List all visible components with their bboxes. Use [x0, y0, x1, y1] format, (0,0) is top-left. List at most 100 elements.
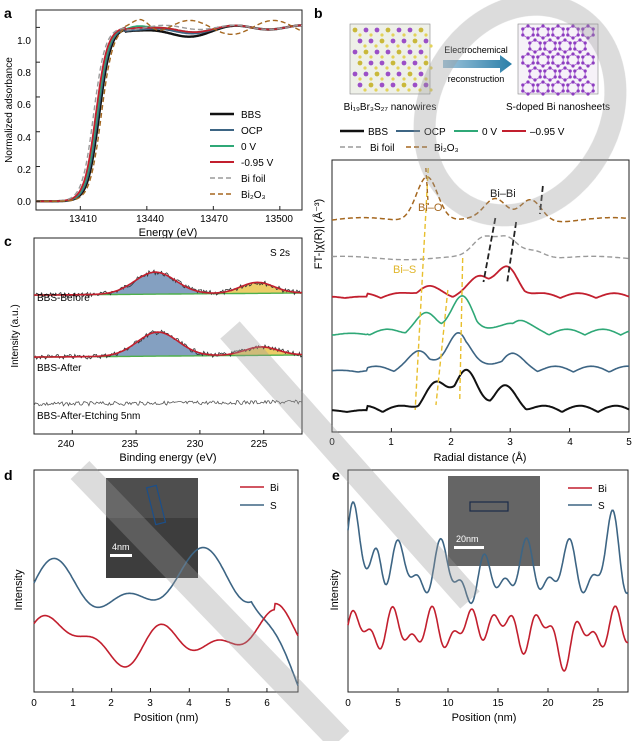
- nanowire-label: Bi₁₉Br₃S₂₇ nanowires: [344, 102, 437, 113]
- lattice-atom: [521, 33, 525, 37]
- lattice-atom: [357, 38, 363, 44]
- lattice-atom: [358, 55, 362, 59]
- lattice-atom: [402, 33, 406, 37]
- watermark-stroke: [220, 321, 480, 609]
- panel-b: b Electrochemical reconstruction Bi₁₉Br₃…: [312, 5, 632, 464]
- lattice-atom: [553, 69, 557, 73]
- panel-a-xtick: 13410: [69, 214, 97, 225]
- lattice-atom: [391, 55, 395, 59]
- lattice-atom: [566, 61, 570, 65]
- xps-label-before: BBS-Before: [37, 293, 90, 304]
- lattice-atom: [531, 83, 535, 87]
- panel-b-xtick: 4: [567, 437, 573, 448]
- panel-b-xlabel: Radial distance (Å): [434, 451, 527, 464]
- lattice-atom: [543, 41, 547, 45]
- lattice-atom: [551, 89, 555, 93]
- lattice-atom: [548, 66, 552, 70]
- bi-s-guide-line: [414, 167, 429, 411]
- lattice-atom: [407, 88, 411, 92]
- lattice-atom: [380, 33, 384, 37]
- panel-d-xtick: 3: [147, 698, 153, 709]
- lattice-atom: [538, 47, 542, 51]
- lattice-atom: [556, 52, 560, 56]
- bi-s-guide-line: [459, 257, 464, 403]
- lattice-atom: [541, 24, 545, 28]
- panel-a-legend: BBS OCP 0 V -0.95 V Bi foil Bi₂O₃: [210, 110, 274, 201]
- panel-d-ylabel: Intensity: [13, 569, 25, 610]
- linescan-bi-curve: [33, 602, 299, 668]
- lattice-atom: [363, 66, 367, 70]
- lattice-atom: [423, 38, 429, 44]
- panel-a-ylabel: Normalized adsorbance: [4, 57, 15, 163]
- lattice-atom: [379, 60, 385, 66]
- lattice-atom: [521, 61, 525, 65]
- lattice-atom: [526, 52, 530, 56]
- lattice-atom: [561, 89, 565, 93]
- panel-d: d 0 1 2 3 4 5 6 Position (nm) Intensity …: [4, 467, 299, 724]
- exafs-curve-0: [331, 176, 630, 223]
- lattice-atom: [553, 47, 557, 51]
- lattice-atom: [556, 36, 560, 40]
- xps-fit-envelope: [34, 331, 303, 358]
- lattice-atom: [541, 80, 545, 84]
- panel-d-frame: [33, 469, 299, 693]
- lattice-atom: [385, 88, 389, 92]
- xps-fit-envelope: [34, 271, 302, 296]
- stem-image-e-texture: [448, 476, 540, 566]
- lattice-atom: [581, 55, 585, 59]
- panel-a-xlabel: Energy (eV): [139, 227, 198, 239]
- lattice-atom: [563, 38, 567, 42]
- lattice-atom: [583, 47, 587, 51]
- lattice-atom: [578, 50, 582, 54]
- linescan-s-curve: [347, 501, 629, 605]
- arrow-label-top: Electrochemical: [444, 45, 508, 55]
- lattice-atom: [363, 71, 369, 77]
- lattice-atom: [391, 77, 395, 81]
- panel-d-xtick: 6: [264, 698, 270, 709]
- lattice-atom: [407, 27, 413, 33]
- lattice-atom: [568, 69, 572, 73]
- panel-d-xtick: 2: [108, 698, 114, 709]
- lattice-atom: [385, 27, 391, 33]
- lattice-atom: [374, 71, 380, 77]
- lattice-atom: [369, 77, 373, 81]
- lattice-atom: [528, 47, 532, 51]
- lattice-atom: [407, 66, 411, 70]
- bi-bi-guide-line: [506, 221, 518, 283]
- panel-d-curves: [33, 546, 299, 692]
- panel-c-frame: [33, 237, 303, 435]
- lattice-atom: [551, 55, 555, 59]
- lattice-atom: [556, 92, 560, 96]
- lattice-atom: [424, 55, 428, 59]
- lattice-atom: [369, 55, 373, 59]
- panel-e-xtick: 0: [345, 698, 351, 709]
- panel-a-ytick: 1.0: [17, 36, 31, 47]
- legend-label: Bi₂O₃: [434, 143, 459, 154]
- lattice-atom: [586, 64, 590, 68]
- lattice-atom: [531, 55, 535, 59]
- panel-e-curves: [347, 501, 629, 692]
- lattice-atom: [374, 27, 380, 33]
- lattice-atom: [571, 92, 575, 96]
- lattice-atom: [573, 69, 577, 73]
- lattice-atom: [571, 64, 575, 68]
- exafs-curve-5: [331, 368, 630, 413]
- lattice-atom: [357, 82, 363, 88]
- lattice-atom: [581, 27, 585, 31]
- panel-a-letter: a: [4, 5, 12, 21]
- lattice-atom: [541, 52, 545, 56]
- lattice-atom: [407, 71, 413, 77]
- panel-a-frame: [35, 9, 303, 211]
- lattice-atom: [561, 27, 565, 31]
- lattice-atom: [578, 66, 582, 70]
- watermark-stroke: [70, 460, 350, 741]
- lattice-atom: [369, 33, 373, 37]
- lattice-atom: [390, 60, 396, 66]
- lattice-atom: [413, 77, 417, 81]
- lattice-atom: [591, 61, 595, 65]
- lattice-atom: [521, 89, 525, 93]
- xps-peak-bi-fill: [34, 346, 302, 358]
- legend-label: 0 V: [241, 142, 256, 153]
- lattice-atom: [402, 55, 406, 59]
- lattice-atom: [576, 27, 580, 31]
